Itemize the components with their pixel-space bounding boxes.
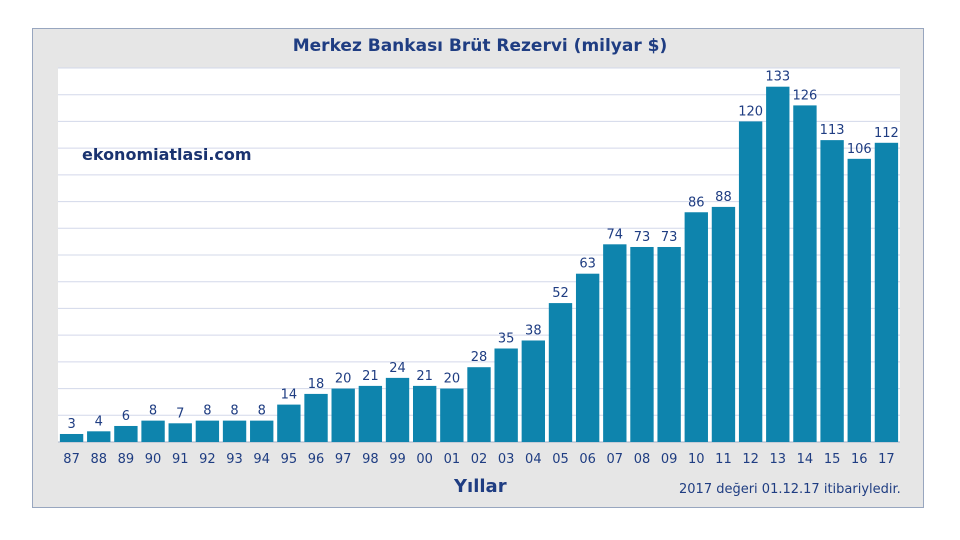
x-tick-label: 97 xyxy=(335,452,352,467)
bar xyxy=(250,420,274,442)
footnote: 2017 değeri 01.12.17 itibariyledir. xyxy=(679,482,901,497)
bar xyxy=(820,140,844,442)
x-tick-label: 00 xyxy=(416,452,433,467)
bar xyxy=(87,431,111,442)
bar xyxy=(168,423,192,442)
data-label: 63 xyxy=(579,257,596,272)
x-tick-label: 10 xyxy=(688,452,705,467)
data-label: 8 xyxy=(230,404,238,419)
data-label: 112 xyxy=(874,126,899,141)
x-tick-label: 90 xyxy=(145,452,162,467)
x-tick-label: 99 xyxy=(389,452,406,467)
bar xyxy=(603,244,627,442)
bar xyxy=(738,121,763,442)
x-tick-label: 06 xyxy=(579,452,596,467)
bar xyxy=(331,388,355,442)
data-label: 106 xyxy=(847,142,872,157)
data-label: 88 xyxy=(715,190,732,205)
data-label: 3 xyxy=(67,417,75,432)
x-tick-label: 13 xyxy=(770,452,787,467)
bar xyxy=(222,420,247,442)
bar xyxy=(657,246,681,442)
x-tick-label: 01 xyxy=(444,452,461,467)
data-label: 35 xyxy=(498,332,515,347)
watermark-text: ekonomiatlasi.com xyxy=(82,145,252,164)
bar xyxy=(874,142,899,443)
bar xyxy=(195,420,220,442)
x-tick-label: 09 xyxy=(661,452,678,467)
bar xyxy=(766,86,790,442)
x-tick-label: 11 xyxy=(715,452,732,467)
bar xyxy=(358,385,383,442)
x-tick-label: 92 xyxy=(199,452,216,467)
x-tick-label: 02 xyxy=(471,452,488,467)
bar xyxy=(711,206,736,442)
x-tick-label: 95 xyxy=(281,452,298,467)
bar xyxy=(59,433,84,442)
x-tick-label: 88 xyxy=(90,452,107,467)
bar xyxy=(630,246,654,442)
x-tick-label: 14 xyxy=(797,452,814,467)
bar xyxy=(575,273,600,442)
x-tick-label: 87 xyxy=(63,452,80,467)
data-label: 126 xyxy=(793,88,818,103)
bar xyxy=(793,105,817,443)
x-tick-label: 04 xyxy=(525,452,542,467)
x-tick-label: 12 xyxy=(742,452,759,467)
bar xyxy=(494,348,518,442)
x-tick-label: 03 xyxy=(498,452,515,467)
data-label: 6 xyxy=(122,409,130,424)
data-label: 8 xyxy=(258,404,266,419)
data-label: 28 xyxy=(471,350,488,365)
bar xyxy=(141,420,165,442)
data-label: 120 xyxy=(738,104,763,119)
x-tick-label: 05 xyxy=(552,452,569,467)
x-tick-label: 94 xyxy=(253,452,270,467)
data-label: 14 xyxy=(281,388,298,403)
data-label: 18 xyxy=(308,377,325,392)
data-label: 8 xyxy=(203,404,211,419)
bar xyxy=(114,425,138,442)
data-label: 7 xyxy=(176,406,184,421)
x-tick-label: 98 xyxy=(362,452,379,467)
data-label: 133 xyxy=(765,70,790,85)
x-tick-label: 17 xyxy=(878,452,895,467)
data-label: 74 xyxy=(607,227,624,242)
bar xyxy=(385,377,410,442)
x-tick-label: 15 xyxy=(824,452,841,467)
data-label: 86 xyxy=(688,195,705,210)
x-tick-label: 93 xyxy=(226,452,243,467)
chart-title: Merkez Bankası Brüt Rezervi (milyar $) xyxy=(292,36,668,56)
bar xyxy=(440,388,464,442)
x-tick-label: 16 xyxy=(851,452,868,467)
x-tick-label: 89 xyxy=(118,452,135,467)
data-label: 73 xyxy=(661,230,678,245)
data-label: 24 xyxy=(389,361,406,376)
data-label: 73 xyxy=(634,230,651,245)
data-label: 20 xyxy=(335,372,352,387)
bar xyxy=(548,303,573,442)
bar xyxy=(521,340,546,442)
data-label: 52 xyxy=(552,286,569,301)
data-label: 21 xyxy=(362,369,379,384)
bar xyxy=(847,158,871,443)
bar xyxy=(684,212,708,442)
data-label: 4 xyxy=(95,414,103,429)
x-tick-label: 96 xyxy=(308,452,325,467)
data-label: 8 xyxy=(149,404,157,419)
data-label: 21 xyxy=(416,369,433,384)
x-tick-label: 08 xyxy=(634,452,651,467)
x-tick-label: 07 xyxy=(607,452,624,467)
x-axis-title: Yıllar xyxy=(454,476,507,497)
bar xyxy=(277,404,301,442)
bar xyxy=(304,393,328,442)
bar xyxy=(467,367,491,442)
data-label: 20 xyxy=(444,372,461,387)
data-label: 113 xyxy=(820,123,845,138)
x-tick-label: 91 xyxy=(172,452,189,467)
bar xyxy=(412,385,437,442)
data-label: 38 xyxy=(525,323,542,338)
